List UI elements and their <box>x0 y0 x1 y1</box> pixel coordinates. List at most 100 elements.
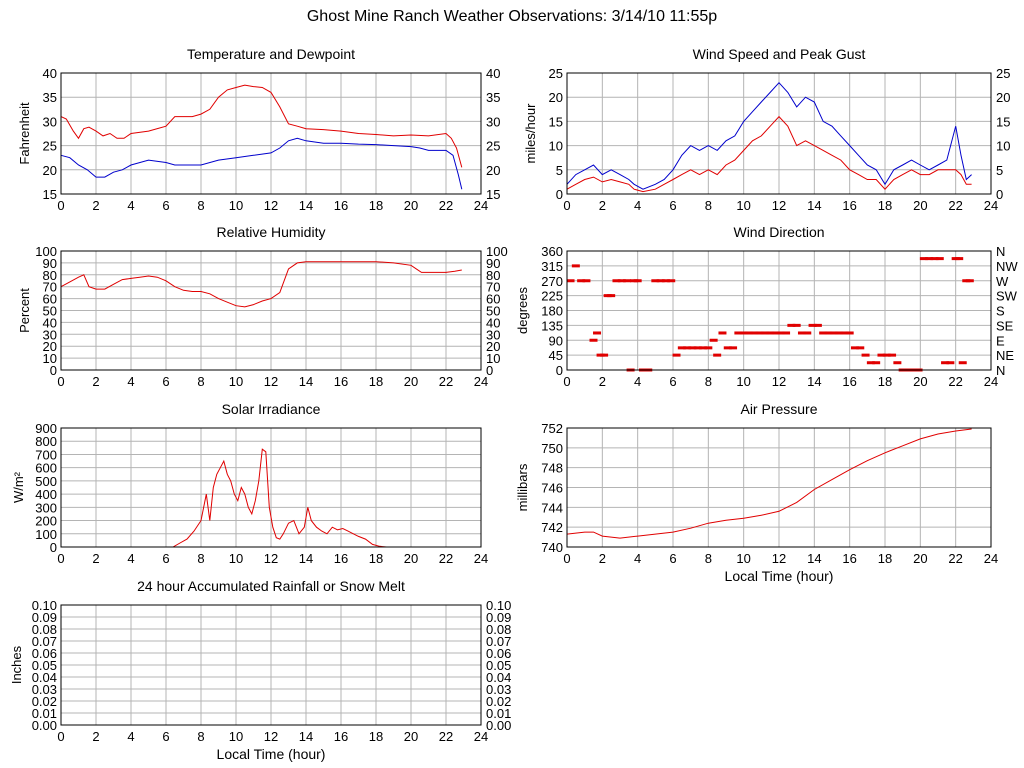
y-tick-label: 740 <box>541 540 563 555</box>
data-series-line-2 <box>566 115 972 193</box>
chart-title: Temperature and Dewpoint <box>187 46 355 62</box>
y-tick-label-right: 40 <box>486 315 500 330</box>
wind-direction-point <box>677 346 686 350</box>
plot-frame <box>60 427 482 548</box>
y-tick-label: 0.02 <box>32 694 57 709</box>
x-tick-label: 16 <box>842 374 856 389</box>
wind-direction-point <box>688 346 697 350</box>
y-tick-label: 30 <box>43 114 57 129</box>
data-series-line-1 <box>60 261 462 308</box>
y-tick-label: 800 <box>35 434 57 449</box>
wind-direction-point <box>958 361 967 365</box>
wind-direction-point <box>845 331 854 335</box>
y-tick-label: 90 <box>549 333 563 348</box>
x-tick-label: 18 <box>369 551 383 566</box>
y-tick-label-right: 30 <box>486 327 500 342</box>
x-tick-label: 2 <box>92 551 99 566</box>
wind-direction-point <box>593 331 602 335</box>
data-series-line-1 <box>61 448 464 548</box>
y-tick-label: 35 <box>43 90 57 105</box>
x-tick-label: 6 <box>669 374 676 389</box>
x-tick-label: 4 <box>634 374 641 389</box>
y-tick-label-right: 0.05 <box>486 658 511 673</box>
y-tick-label: 25 <box>43 139 57 154</box>
y-tick-label: 30 <box>43 327 57 342</box>
x-tick-label: 0 <box>563 198 570 213</box>
x-tick-label: 22 <box>948 551 962 566</box>
x-tick-label: 2 <box>92 374 99 389</box>
y-tick-label: 0.03 <box>32 682 57 697</box>
y-tick-label-right: 0.03 <box>486 682 511 697</box>
x-tick-label: 12 <box>772 198 786 213</box>
y-axis-label: degrees <box>515 287 530 334</box>
x-tick-label: 14 <box>807 198 821 213</box>
y-tick-label: 40 <box>43 315 57 330</box>
x-tick-label: 24 <box>984 198 998 213</box>
wind-direction-point <box>888 353 897 357</box>
x-tick-label: 10 <box>229 729 243 744</box>
plot-frame <box>566 72 992 195</box>
wind-direction-point <box>739 331 748 335</box>
x-tick-label: 24 <box>474 729 488 744</box>
y-tick-label: 0 <box>556 187 563 202</box>
y-axis-label: W/m² <box>11 471 26 503</box>
x-tick-label: 16 <box>334 198 348 213</box>
x-tick-label: 20 <box>913 374 927 389</box>
y-tick-label-right: 70 <box>486 280 500 295</box>
y-tick-label: 20 <box>549 90 563 105</box>
y-tick-label: 0 <box>556 363 563 378</box>
y-tick-label: 15 <box>549 114 563 129</box>
x-tick-label: 6 <box>162 551 169 566</box>
y-tick-label: 80 <box>43 268 57 283</box>
wind-direction-point <box>797 331 806 335</box>
y-tick-label: 20 <box>43 163 57 178</box>
y-tick-label-right: 10 <box>486 351 500 366</box>
x-tick-label: 8 <box>705 374 712 389</box>
y-tick-label-right: W <box>996 274 1009 289</box>
y-tick-label-right: 0.06 <box>486 646 511 661</box>
x-tick-label: 18 <box>369 729 383 744</box>
x-tick-label: 4 <box>634 198 641 213</box>
y-tick-label: 0 <box>50 540 57 555</box>
y-tick-label: 752 <box>541 421 563 436</box>
plot-frame <box>60 250 482 371</box>
x-tick-label: 22 <box>439 551 453 566</box>
y-tick-label: 15 <box>43 187 57 202</box>
wind-direction-point <box>571 264 580 268</box>
x-tick-label: 24 <box>474 198 488 213</box>
y-tick-label: 180 <box>541 304 563 319</box>
y-tick-label: 0.07 <box>32 634 57 649</box>
wind-direction-point <box>713 353 722 357</box>
y-tick-label-right: 0 <box>996 187 1003 202</box>
y-tick-label: 90 <box>43 256 57 271</box>
y-tick-label: 0.10 <box>32 598 57 613</box>
plot-frame <box>60 72 482 195</box>
wind-direction-point <box>709 338 718 342</box>
x-tick-label: 10 <box>229 198 243 213</box>
x-tick-label: 12 <box>264 551 278 566</box>
y-tick-label: 0.09 <box>32 610 57 625</box>
y-axis-label: Percent <box>17 288 32 333</box>
x-tick-label: 10 <box>736 198 750 213</box>
wind-direction-point <box>734 331 743 335</box>
x-tick-label: 20 <box>404 374 418 389</box>
y-tick-label: 100 <box>35 527 57 542</box>
wind-direction-point <box>829 331 838 335</box>
wind-direction-point <box>612 279 621 283</box>
wind-direction-point <box>566 279 575 283</box>
y-tick-label-right: 0.10 <box>486 598 511 613</box>
wind-direction-point <box>755 331 764 335</box>
wind-direction-point <box>866 361 875 365</box>
wind-direction-point <box>693 346 702 350</box>
wind-direction-point <box>672 353 681 357</box>
chart-title: Relative Humidity <box>217 224 326 240</box>
y-tick-label-right: 0.07 <box>486 634 511 649</box>
x-tick-label: 24 <box>474 551 488 566</box>
y-tick-label: 400 <box>35 487 57 502</box>
y-tick-label-right: 0.01 <box>486 706 511 721</box>
x-tick-label: 20 <box>404 729 418 744</box>
